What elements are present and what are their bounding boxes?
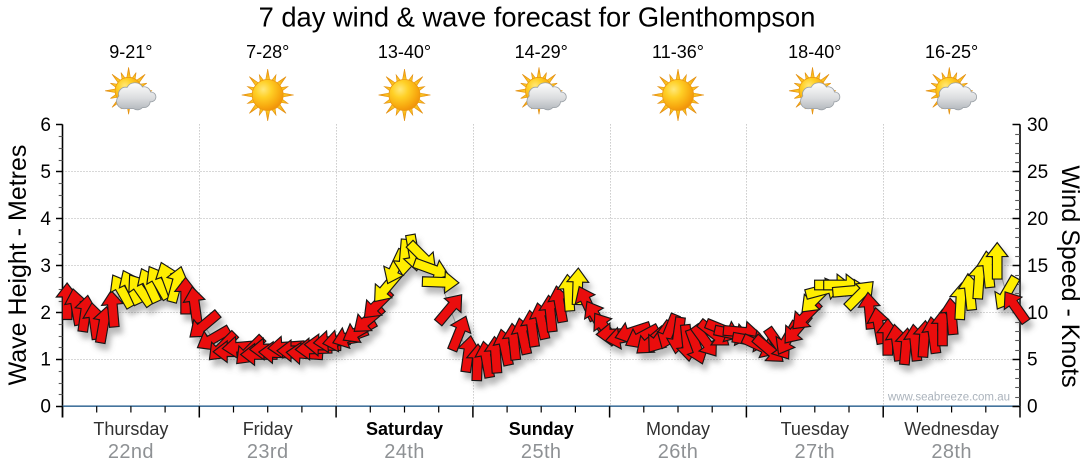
svg-text:www.seabreeze.com.au: www.seabreeze.com.au <box>887 392 1010 404</box>
svg-text:Wednesday: Wednesday <box>904 419 999 439</box>
svg-text:7 day wind & wave forecast for: 7 day wind & wave forecast for Glenthomp… <box>259 2 816 33</box>
svg-text:Sunday: Sunday <box>509 419 574 439</box>
svg-text:9-21°: 9-21° <box>109 42 152 62</box>
svg-text:26th: 26th <box>658 441 699 463</box>
svg-text:2: 2 <box>40 303 51 324</box>
svg-text:Monday: Monday <box>646 419 710 439</box>
svg-text:7-28°: 7-28° <box>246 42 289 62</box>
svg-text:1: 1 <box>40 350 51 371</box>
svg-text:4: 4 <box>40 209 51 230</box>
svg-text:Wind Speed - Knots: Wind Speed - Knots <box>1056 165 1080 387</box>
svg-text:30: 30 <box>1027 115 1048 136</box>
svg-text:10: 10 <box>1027 303 1048 324</box>
svg-text:5: 5 <box>40 162 51 183</box>
svg-text:28th: 28th <box>931 441 972 463</box>
svg-text:25th: 25th <box>521 441 562 463</box>
svg-text:23rd: 23rd <box>247 441 289 463</box>
svg-text:27th: 27th <box>795 441 836 463</box>
svg-text:Tuesday: Tuesday <box>781 419 849 439</box>
svg-text:13-40°: 13-40° <box>378 42 431 62</box>
svg-text:Thursday: Thursday <box>93 419 168 439</box>
svg-text:20: 20 <box>1027 209 1048 230</box>
svg-text:5: 5 <box>1027 350 1038 371</box>
svg-text:18-40°: 18-40° <box>788 42 841 62</box>
svg-text:25: 25 <box>1027 162 1048 183</box>
svg-text:16-25°: 16-25° <box>925 42 978 62</box>
svg-text:15: 15 <box>1027 256 1048 277</box>
svg-text:Friday: Friday <box>243 419 293 439</box>
svg-text:24th: 24th <box>384 441 425 463</box>
svg-text:0: 0 <box>40 397 51 418</box>
svg-text:Wave Height - Metres: Wave Height - Metres <box>4 145 32 386</box>
svg-text:14-29°: 14-29° <box>515 42 568 62</box>
svg-text:22nd: 22nd <box>108 441 154 463</box>
svg-text:0: 0 <box>1027 397 1038 418</box>
svg-text:Saturday: Saturday <box>366 419 443 439</box>
svg-text:3: 3 <box>40 256 51 277</box>
svg-text:11-36°: 11-36° <box>652 42 704 62</box>
svg-text:6: 6 <box>40 115 51 136</box>
